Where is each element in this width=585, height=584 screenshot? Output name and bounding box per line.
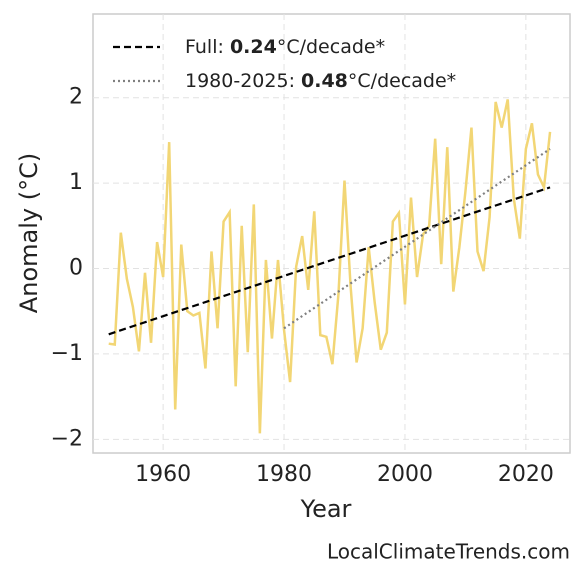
trend-line: [283, 148, 551, 330]
x-axis-label: Year: [300, 495, 352, 523]
plot-frame: [92, 13, 571, 454]
trend-line: [108, 186, 551, 336]
x-tick-label: 2020: [498, 462, 554, 487]
x-tick-label: 1960: [135, 462, 191, 487]
x-tick-label: 1980: [256, 462, 312, 487]
legend-label-part: Full:: [185, 36, 230, 58]
legend-label-part: 0.48: [301, 70, 348, 92]
y-tick-label: 1: [69, 170, 83, 195]
data-line: [108, 99, 552, 434]
y-tick-label: 0: [69, 256, 83, 281]
legend-label-part: °C/decade*: [348, 70, 456, 92]
y-tick-label: 2: [69, 85, 83, 110]
x-tick-label: 2000: [377, 462, 433, 487]
y-tick-label: −1: [51, 341, 83, 366]
legend-label-part: 1980-2025:: [185, 70, 301, 92]
legend-label: 1980-2025: 0.48°C/decade*: [185, 70, 456, 92]
y-tick-label: −2: [51, 426, 83, 451]
legend-label-part: °C/decade*: [277, 36, 385, 58]
legend-label-part: 0.24: [230, 36, 277, 58]
y-axis-label: Anomaly (°C): [15, 153, 43, 313]
legend-label: Full: 0.24°C/decade*: [185, 36, 385, 58]
watermark: LocalClimateTrends.com: [327, 540, 570, 564]
